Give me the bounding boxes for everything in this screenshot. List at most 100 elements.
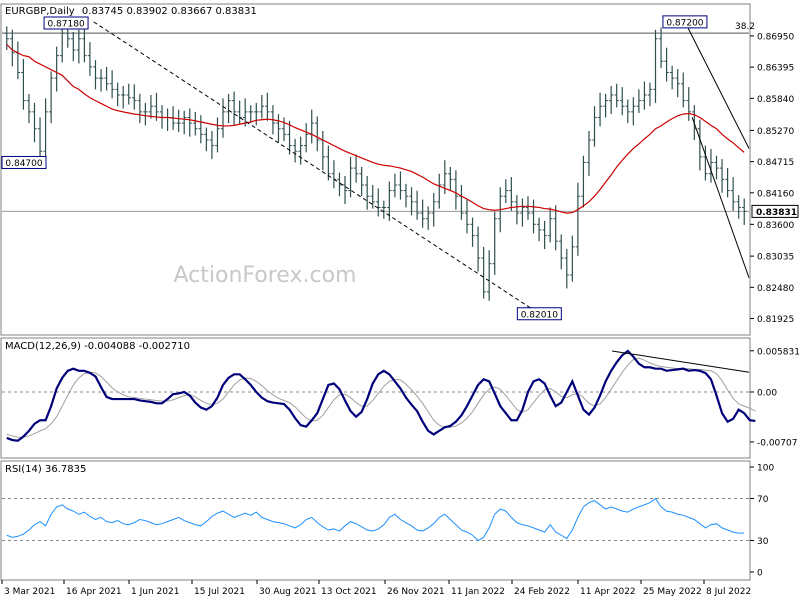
- ohlc-bar: [392, 173, 398, 198]
- ohlc-bar: [636, 89, 642, 113]
- ohlc-bar: [592, 106, 597, 147]
- ohlc-bar: [470, 217, 475, 247]
- ohlc-bar: [10, 29, 15, 67]
- ohlc-bar: [625, 99, 630, 124]
- ohlc-bar: [736, 195, 741, 219]
- ohlc-bar: [520, 198, 525, 227]
- ohlc-bar: [503, 179, 509, 203]
- ohlc-bar: [287, 120, 292, 155]
- price-annotation-label: 0.87180: [47, 19, 84, 29]
- rsi-panel: 100 70 30 0: [2, 464, 774, 579]
- ohlc-bar: [248, 105, 253, 124]
- ohlc-bar: [664, 47, 669, 82]
- macd-trendline: [612, 350, 750, 373]
- ohlc-bar: [48, 71, 54, 124]
- ohlc-bar: [586, 130, 592, 176]
- ohlc-bar: [303, 123, 309, 153]
- ohlc-bar: [531, 199, 536, 234]
- ohlc-bar: [109, 70, 115, 99]
- ohlc-bar: [359, 166, 364, 197]
- price-annotation-box: [662, 15, 708, 29]
- ohlc-bar: [553, 205, 558, 251]
- ohlc-bar: [448, 166, 453, 191]
- ohlc-bar: [481, 246, 486, 299]
- ohlc-bar: [237, 100, 242, 125]
- ohlc-bar: [370, 184, 375, 209]
- ohlc-bar: [193, 111, 198, 136]
- ohlc-bar: [492, 211, 497, 275]
- rsi-line: [6, 497, 745, 542]
- x-tick-label: 13 Oct 2021: [321, 587, 377, 597]
- x-tick-label: 26 Nov 2021: [387, 587, 445, 597]
- ohlc-bar: [104, 66, 109, 91]
- ohlc-bar: [182, 110, 187, 135]
- ohlc-bar: [514, 195, 520, 225]
- ohlc-bar: [486, 250, 492, 301]
- ohlc-bar: [559, 234, 564, 270]
- ohlc-bar: [509, 177, 514, 211]
- ohlc-bar: [536, 217, 542, 242]
- price-annotation-box: [43, 16, 89, 30]
- ohlc-bar: [259, 94, 265, 119]
- ohlc-bar: [209, 130, 215, 160]
- ohlc-bar: [542, 220, 547, 250]
- moving-average-line: [6, 43, 745, 214]
- x-tick-label: 30 Aug 2021: [259, 587, 317, 597]
- ohlc-bar: [647, 82, 653, 107]
- ohlc-bar: [220, 98, 226, 138]
- ohlc-bar: [121, 85, 126, 109]
- ohlc-bar: [597, 92, 603, 127]
- ohlc-bar: [464, 199, 470, 234]
- rsi-y-tick-label: 100: [757, 464, 774, 474]
- ohlc-bar: [292, 138, 298, 163]
- ohlc-bar: [376, 188, 381, 217]
- ohlc-bar: [198, 115, 204, 144]
- ohlc-bar: [437, 173, 442, 209]
- macd-y-tick-label: 0.005831: [757, 347, 800, 357]
- ohlc-bar: [681, 72, 686, 108]
- ohlc-bar: [132, 84, 137, 110]
- ohlc-bar: [608, 85, 614, 115]
- ohlc-bar: [71, 31, 76, 62]
- price-annotation-box: [1, 155, 47, 169]
- ohlc-bar: [143, 102, 148, 126]
- ohlc-bar: [387, 181, 392, 221]
- ohlc-bar: [226, 93, 231, 124]
- x-tick-label: 11 Apr 2022: [580, 587, 636, 597]
- rsi-panel-frame: [0, 460, 751, 581]
- ohlc-bar: [381, 200, 387, 219]
- ohlc-bar: [281, 117, 287, 142]
- ohlc-bar: [714, 155, 719, 180]
- price-panel-frame: [0, 3, 751, 336]
- price-y-tick-label: 0.82480: [757, 284, 794, 294]
- price-y-tick-label: 0.81925: [757, 315, 794, 325]
- x-axis: 3 Mar 2021 16 Apr 2021 1 Jun 2021 15 Jul 20…: [1, 580, 751, 597]
- ohlc-bar: [475, 226, 481, 272]
- ohlc-bar: [76, 29, 82, 64]
- ohlc-bar: [204, 127, 209, 152]
- ohlc-bar: [98, 69, 104, 92]
- price-panel-title: EURGBP,Daily 0.83745 0.83902 0.83667 0.8…: [5, 6, 257, 17]
- ohlc-bar: [603, 93, 608, 118]
- rsi-y-tick-label: 30: [757, 537, 769, 547]
- ohlc-bar: [215, 117, 220, 153]
- ohlc-bar: [337, 172, 342, 197]
- price-annotation: 0.82010: [516, 307, 562, 321]
- ohlc-bar: [703, 145, 708, 181]
- last-price-tag-box: [751, 204, 799, 218]
- price-y-tick-label: 0.86395: [757, 64, 794, 74]
- ohlc-bar: [525, 196, 531, 220]
- ohlc-bar: [176, 109, 181, 133]
- x-tick-label: 8 Jul 2022: [706, 587, 751, 597]
- ohlc-bar: [276, 114, 281, 143]
- x-tick-label: 25 May 2022: [643, 587, 702, 597]
- price-annotation-label: 0.84700: [5, 159, 42, 169]
- ohlc-bar: [298, 136, 303, 165]
- ohlc-bar: [420, 199, 425, 228]
- price-y-tick-label: 0.85840: [757, 95, 794, 105]
- rsi-y-tick-label: 70: [757, 495, 769, 505]
- last-price-tag: 0.83831: [751, 204, 799, 218]
- price-y-tick-label: 0.86950: [757, 32, 794, 42]
- ohlc-bar: [425, 206, 431, 230]
- last-price-tag-label: 0.83831: [756, 208, 797, 218]
